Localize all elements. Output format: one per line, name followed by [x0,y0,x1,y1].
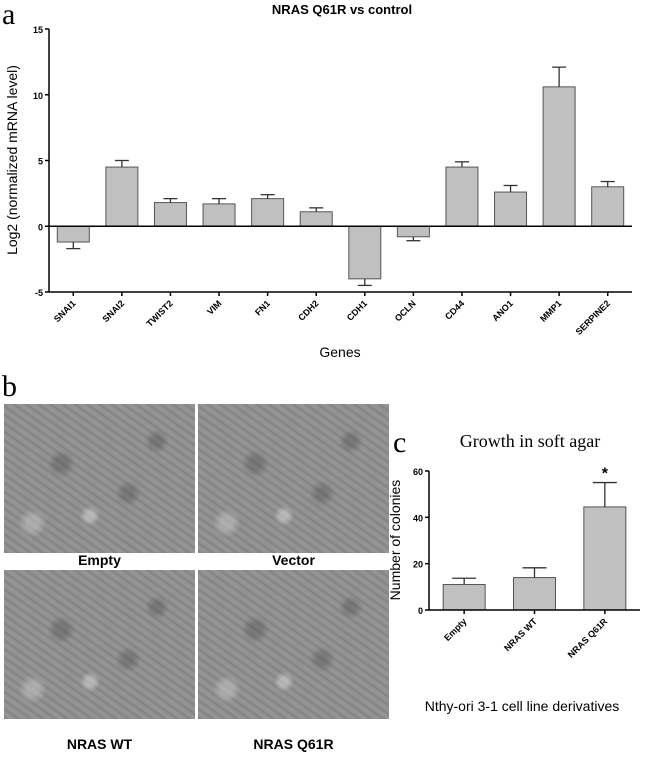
micrograph-label: NRAS WT [66,736,133,752]
x-tick-label: ANO1 [490,298,515,323]
bar-NRAS Q61R [583,506,627,611]
y-axis-label: Number of colonies [387,480,403,601]
bar-ANO1 [494,191,528,227]
micrograph-vector [198,404,389,553]
x-tick-label: Empty [442,616,469,643]
panel-label-b: b [2,370,17,403]
bar-VIM [202,203,236,227]
bar-FN1 [251,198,285,227]
panel-label-c: c [393,426,407,459]
x-tick-label: SERPINE2 [574,298,613,337]
micrograph-label: Vector [272,552,315,568]
y-tick-label: 0 [38,222,43,232]
x-tick-label: TWIST2 [144,298,174,328]
x-tick-label: VIM [205,298,223,316]
x-tick-label: CDH1 [345,298,369,322]
bar-OCLN [396,225,430,238]
micrograph-empty [4,404,195,553]
y-tick-label: 10 [33,91,43,101]
x-tick-label: CD44 [443,298,466,321]
chart-title: Growth in soft agar [460,431,600,451]
y-tick-label: -5 [35,288,43,298]
chart-title: NRAS Q61R vs control [272,2,412,17]
y-axis-label: Log2 (normalized mRNA level) [4,65,20,255]
x-axis-label: Nthy-ori 3-1 cell line derivatives [425,698,620,714]
micrograph-label: Empty [78,552,121,568]
bar-Empty [442,584,486,611]
bar-NRAS WT [513,577,556,611]
micrograph-label: NRAS Q61R [253,736,334,752]
y-tick-label: 20 [413,560,423,570]
y-tick-label: 5 [38,157,43,167]
x-tick-label: CDH2 [296,298,320,322]
bar-SERPINE2 [591,186,625,227]
y-tick-label: 15 [33,25,43,35]
x-tick-label: MMP1 [538,298,563,323]
y-tick-label: 0 [418,606,423,616]
significance-marker: * [602,466,609,483]
x-tick-label: SNAI2 [100,298,126,324]
micrograph-nras-q61r [198,570,389,719]
x-tick-label: OCLN [393,298,418,323]
bar-CD44 [445,166,479,227]
x-tick-label: FN1 [253,298,272,317]
bar-MMP1 [542,86,576,227]
bar-CDH1 [348,225,382,280]
x-tick-label: NRAS Q61R [566,616,610,660]
x-tick-label: SNAI1 [52,298,78,324]
x-tick-label: NRAS WT [502,616,539,653]
bar-CDH2 [299,211,333,227]
micrograph-nras-wt [4,570,195,719]
y-tick-label: 60 [413,467,423,477]
bar-SNAI2 [105,166,139,227]
bar-TWIST2 [153,202,187,227]
y-tick-label: 40 [413,513,423,523]
bar-SNAI1 [56,225,90,243]
x-axis-label: Genes [319,344,360,360]
panel-label-a: a [2,0,16,31]
